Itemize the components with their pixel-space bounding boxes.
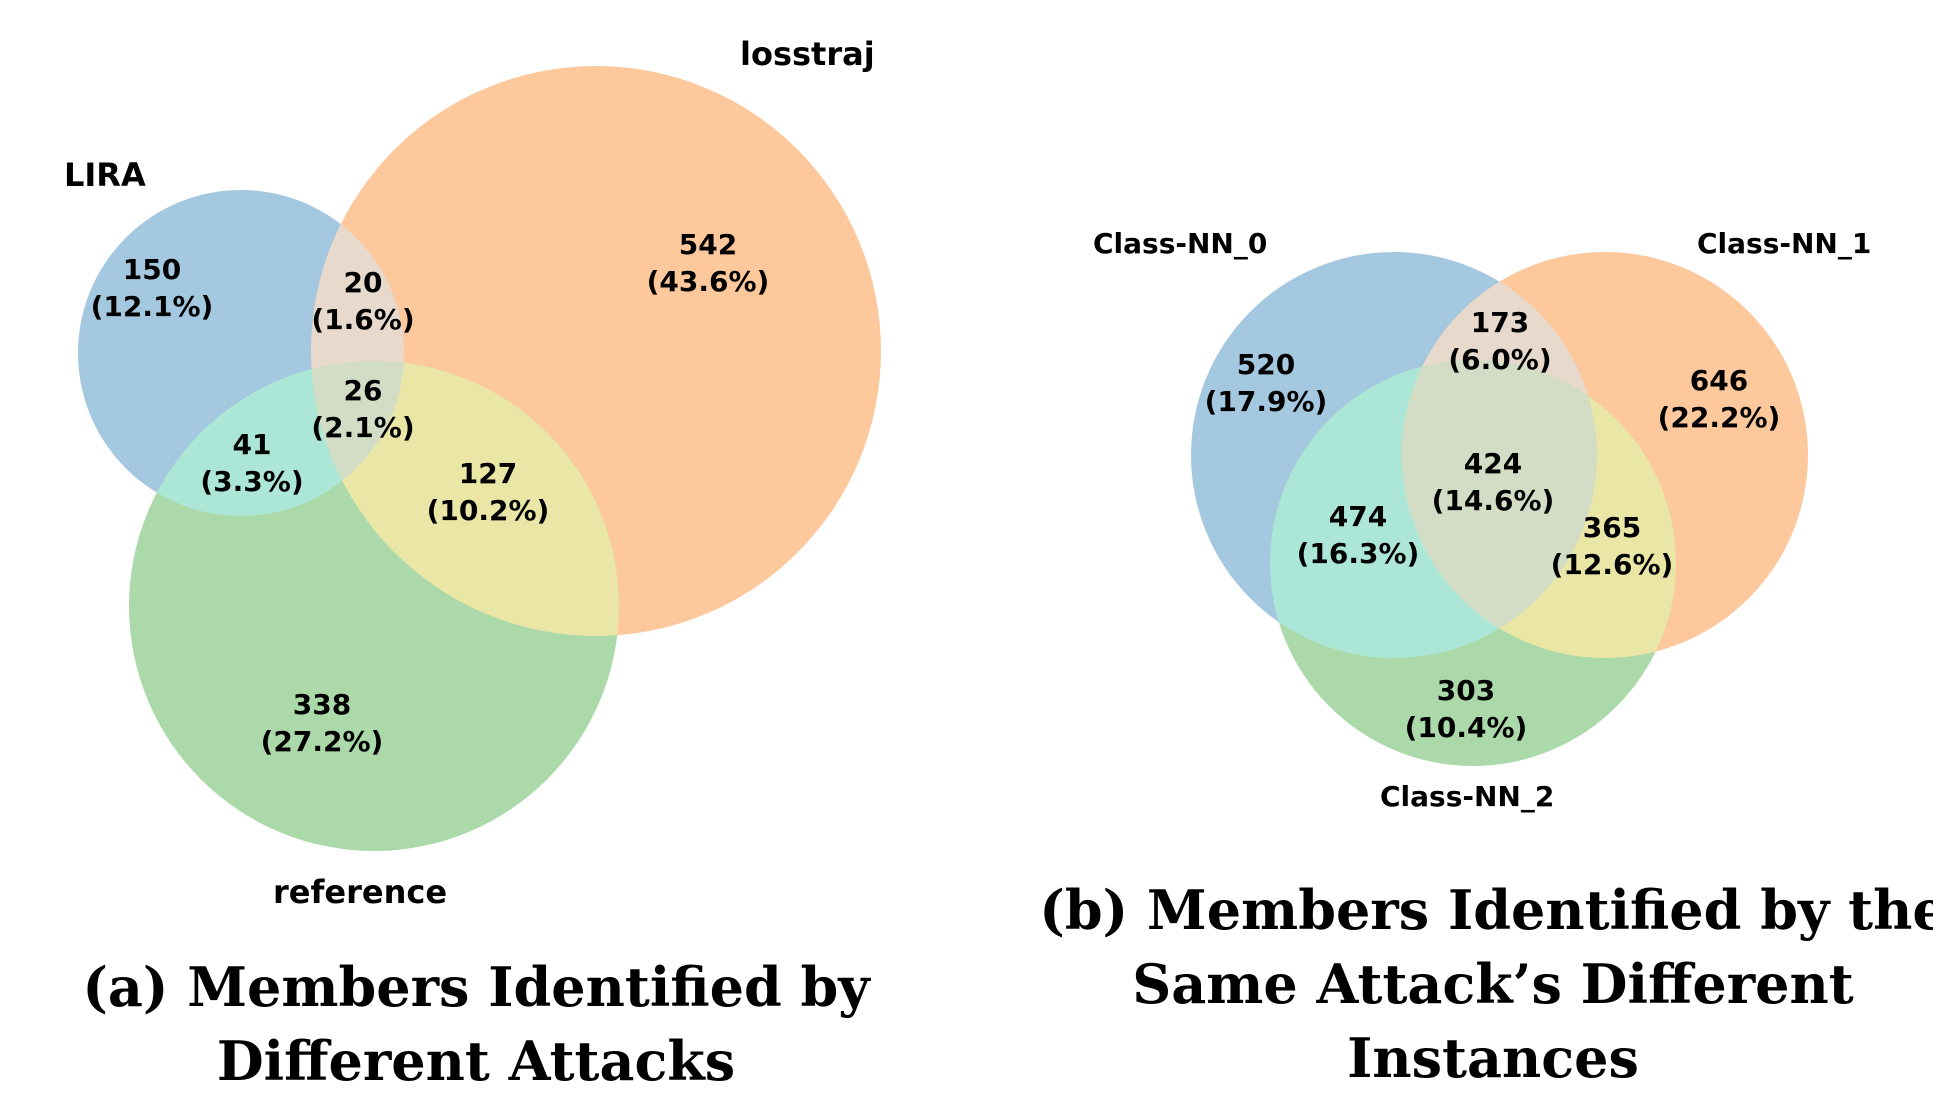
region-count-b-ac: 474 xyxy=(1329,500,1387,533)
region-count-a-only: 150 xyxy=(123,253,181,286)
region-count-c-only: 338 xyxy=(293,688,351,721)
region-count-b-ab: 173 xyxy=(1471,306,1529,339)
set-label-lira: LIRA xyxy=(64,156,146,194)
region-count-b-bc: 365 xyxy=(1583,511,1641,544)
venn-panel-b: Class-NN_0 Class-NN_1 Class-NN_2 520 (17… xyxy=(1039,227,1933,1090)
region-count-b-abc: 424 xyxy=(1464,447,1522,480)
region-pct-bc: (10.2%) xyxy=(427,494,550,527)
region-pct-b-b-only: (22.2%) xyxy=(1658,401,1781,434)
region-pct-b-bc: (12.6%) xyxy=(1551,548,1674,581)
venn-panel-a: LIRA losstraj reference 150 (12.1%) 20 (… xyxy=(64,35,881,1093)
set-label-class-nn-2: Class-NN_2 xyxy=(1380,780,1554,813)
region-count-b-b-only: 646 xyxy=(1690,364,1748,397)
region-pct-b-c-only: (10.4%) xyxy=(1405,711,1528,744)
region-pct-abc-a: (2.1%) xyxy=(311,411,414,444)
caption-b-line-3: Instances xyxy=(1347,1026,1639,1090)
region-pct-ac: (3.3%) xyxy=(200,465,303,498)
region-count-ab: 20 xyxy=(344,266,383,299)
set-label-reference: reference xyxy=(273,873,447,911)
region-pct-b-only: (43.6%) xyxy=(647,265,770,298)
caption-a-line-2: Different Attacks xyxy=(217,1029,735,1093)
caption-b-line-1: (b) Members Identified by the xyxy=(1039,878,1933,942)
region-pct-b-abc: (14.6%) xyxy=(1432,484,1555,517)
region-count-bc: 127 xyxy=(459,457,517,490)
set-label-class-nn-0: Class-NN_0 xyxy=(1093,227,1267,260)
region-pct-ab: (1.6%) xyxy=(311,303,414,336)
region-count-b-c-only: 303 xyxy=(1437,674,1495,707)
caption-b-line-2: Same Attack’s Different xyxy=(1132,952,1853,1016)
region-count-abc-a: 26 xyxy=(344,374,383,407)
region-pct-b-ac: (16.3%) xyxy=(1297,537,1420,570)
caption-a-line-1: (a) Members Identified by xyxy=(82,955,871,1019)
region-count-b-a-only: 520 xyxy=(1237,348,1295,381)
region-all-three-b xyxy=(1402,360,1597,658)
set-label-losstraj: losstraj xyxy=(740,35,875,73)
region-pct-a-only: (12.1%) xyxy=(91,290,214,323)
region-count-b-only: 542 xyxy=(679,228,737,261)
region-lira-reference xyxy=(129,361,404,516)
region-pct-b-ab: (6.0%) xyxy=(1448,343,1551,376)
region-pct-b-a-only: (17.9%) xyxy=(1205,385,1328,418)
region-pct-c-only: (27.2%) xyxy=(261,725,384,758)
region-count-ac: 41 xyxy=(233,428,272,461)
set-label-class-nn-1: Class-NN_1 xyxy=(1697,227,1871,260)
